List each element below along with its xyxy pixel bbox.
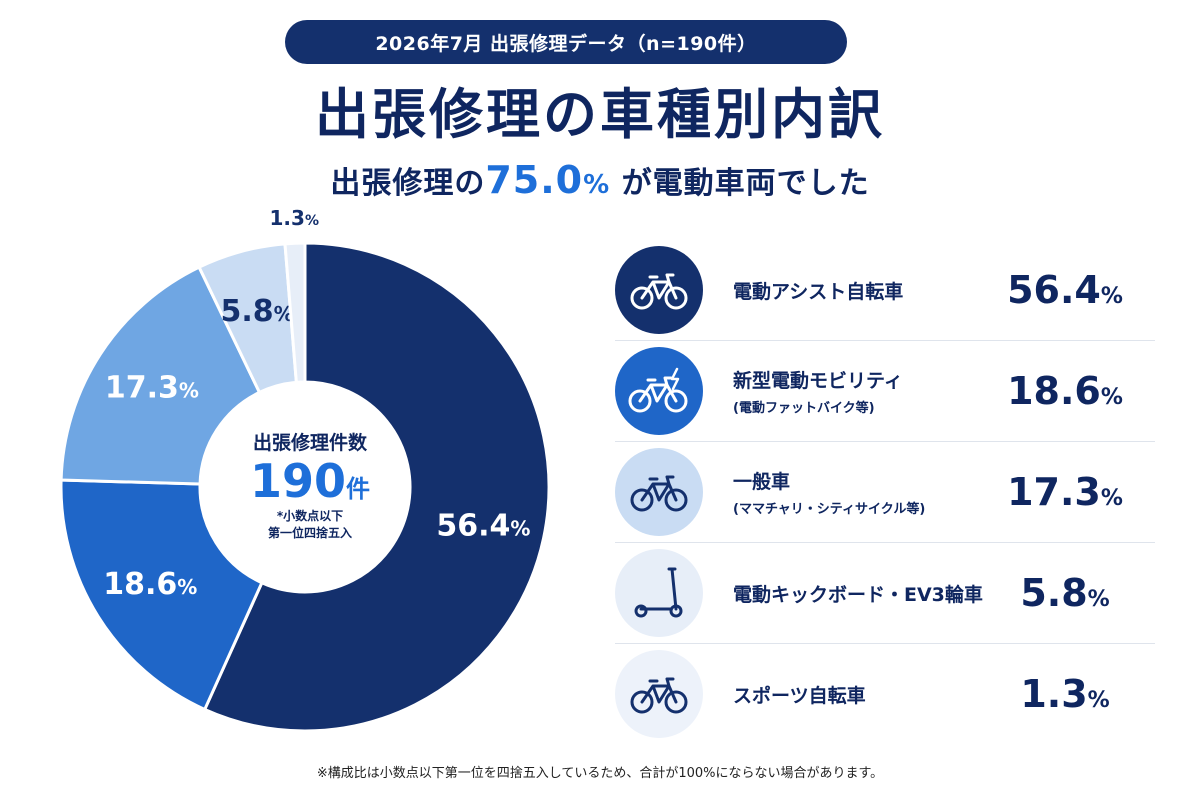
bicycle-icon: [615, 448, 703, 536]
header-banner: 2026年7月 出張修理データ（n=190件）: [285, 20, 847, 64]
legend-label: 一般車: [733, 471, 791, 493]
center-note-2: 第一位四捨五入: [267, 525, 352, 540]
legend-label: 電動キックボード・EV3輪車: [733, 583, 983, 606]
slice-label: 17.3%: [105, 371, 199, 406]
legend-sublabel: (電動ファットバイク等): [733, 401, 875, 416]
legend-label: スポーツ自転車: [733, 684, 866, 707]
legend-row: スポーツ自転車 1.3%: [615, 644, 1155, 744]
legend-value-unit: %: [1100, 385, 1123, 410]
subtitle-pre: 出張修理の: [330, 166, 486, 201]
page-title: 出張修理の車種別内訳: [315, 83, 885, 146]
page-subtitle: 出張修理の75.0% が電動車両でした: [0, 158, 1200, 202]
bicycle-icon: [615, 650, 703, 738]
subtitle-highlight: 75.0: [485, 158, 584, 202]
legend-row: 一般車 (ママチャリ・シティサイクル等) 17.3%: [615, 442, 1155, 543]
bicycle-icon: [615, 246, 703, 334]
legend-row: 電動アシスト自転車 56.4%: [615, 240, 1155, 341]
legend-row: 新型電動モビリティ (電動ファットバイク等) 18.6%: [615, 341, 1155, 442]
legend-value-number: 17.3: [1007, 470, 1101, 514]
legend-sublabel: (ママチャリ・シティサイクル等): [733, 502, 926, 517]
legend: 電動アシスト自転車 56.4% 新型電動モビリティ (電動ファットバイク等) 18…: [615, 240, 1155, 744]
legend-value-unit: %: [1100, 284, 1123, 309]
legend-row: 電動キックボード・EV3輪車 5.8%: [615, 543, 1155, 644]
subtitle-post: が電動車両でした: [610, 166, 870, 201]
legend-value-unit: %: [1087, 688, 1110, 713]
electric-bicycle-icon: [615, 347, 703, 435]
slice-label: 56.4%: [436, 508, 530, 543]
legend-value: 56.4%: [985, 268, 1145, 312]
center-count-unit: 件: [346, 475, 371, 503]
slice-label: 18.6%: [103, 567, 197, 602]
legend-value: 1.3%: [985, 672, 1145, 716]
legend-value: 17.3%: [985, 470, 1145, 514]
donut-center-label: 出張修理件数 190件 *小数点以下 第一位四捨五入: [205, 428, 415, 541]
donut-hole: [200, 382, 410, 592]
legend-label: 新型電動モビリティ: [733, 370, 903, 392]
legend-label: 電動アシスト自転車: [733, 280, 904, 303]
footnote: ※構成比は小数点以下第一位を四捨五入しているため、合計が100%にならない場合が…: [316, 766, 884, 781]
center-count-value: 190: [249, 454, 347, 508]
legend-value: 18.6%: [985, 369, 1145, 413]
legend-value-unit: %: [1100, 486, 1123, 511]
legend-value-number: 5.8: [1020, 571, 1088, 615]
legend-value-number: 56.4: [1007, 268, 1101, 312]
center-count: 190件: [205, 455, 415, 508]
slice-label: 5.8%: [221, 294, 294, 329]
center-note-1: *小数点以下: [276, 508, 344, 523]
donut-chart: 56.4% 18.6% 17.3% 5.8% 1.3%: [59, 206, 551, 733]
legend-value-unit: %: [1087, 587, 1110, 612]
slice-label: 1.3%: [270, 206, 319, 230]
center-caption: 出張修理件数: [252, 432, 367, 454]
legend-value: 5.8%: [985, 571, 1145, 615]
legend-value-number: 18.6: [1007, 369, 1101, 413]
legend-value-number: 1.3: [1020, 672, 1088, 716]
kick-scooter-icon: [615, 549, 703, 637]
subtitle-unit: %: [583, 170, 611, 200]
